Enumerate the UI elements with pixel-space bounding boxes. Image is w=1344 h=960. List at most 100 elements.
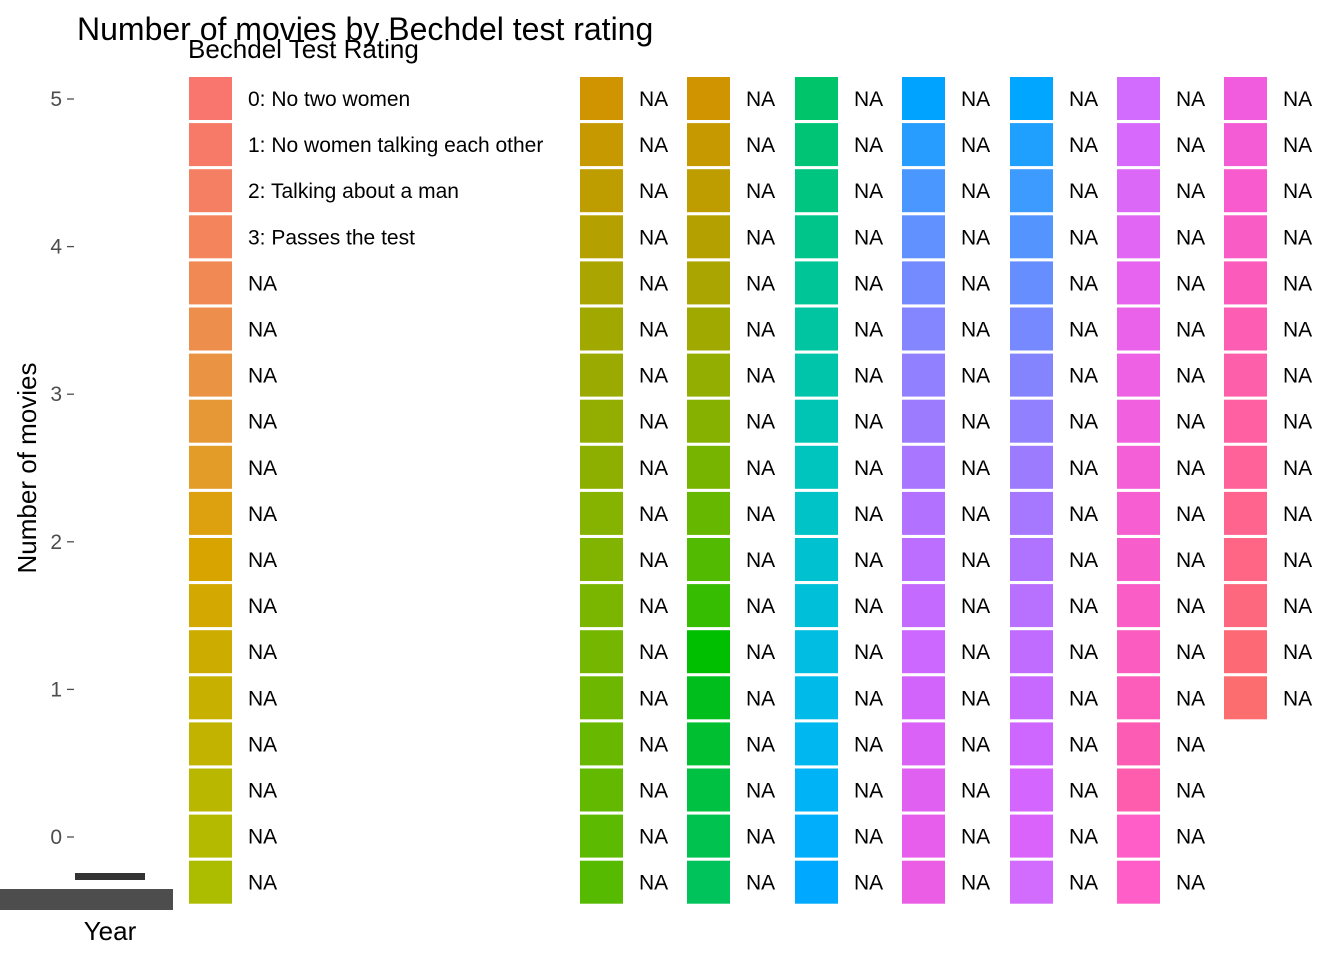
legend-label: NA — [1069, 180, 1098, 203]
legend-label: NA — [1176, 88, 1205, 111]
legend-label: NA — [248, 780, 277, 803]
legend-label: NA — [746, 272, 775, 295]
y-tick-label: 1 — [50, 678, 62, 701]
legend-key — [902, 538, 945, 581]
legend-key — [189, 722, 232, 766]
y-axis-title: Number of movies — [12, 363, 42, 574]
legend-label: NA — [854, 134, 883, 157]
legend-key — [1224, 676, 1267, 720]
legend-label: NA — [1283, 641, 1312, 664]
legend-label: NA — [639, 503, 668, 526]
legend-key — [580, 538, 623, 581]
legend-key — [902, 353, 945, 397]
legend-key — [1010, 491, 1053, 535]
legend-label: NA — [1069, 319, 1098, 342]
legend-key — [1224, 307, 1267, 351]
legend-key — [902, 399, 945, 443]
legend-key — [687, 307, 730, 351]
legend-label: NA — [854, 595, 883, 618]
legend-key — [580, 307, 623, 351]
legend-label: NA — [854, 88, 883, 111]
legend-label: NA — [854, 549, 883, 572]
y-tick-label: 0 — [50, 826, 62, 849]
legend-key — [1224, 630, 1267, 674]
legend-key — [902, 169, 945, 213]
legend-label: NA — [961, 733, 990, 756]
legend-label: NA — [854, 687, 883, 710]
legend-key — [580, 768, 623, 812]
legend-label: NA — [746, 641, 775, 664]
legend-label: NA — [854, 780, 883, 803]
legend-key — [1010, 445, 1053, 489]
legend-label: NA — [746, 549, 775, 572]
legend-label: NA — [1283, 595, 1312, 618]
legend-key — [795, 169, 838, 213]
legend-label: NA — [961, 549, 990, 572]
legend-label: NA — [961, 365, 990, 388]
legend-label: NA — [961, 411, 990, 434]
legend-label: NA — [1069, 272, 1098, 295]
legend-key — [902, 814, 945, 858]
legend-label: NA — [1176, 319, 1205, 342]
legend-label: NA — [248, 457, 277, 480]
legend-label: NA — [961, 503, 990, 526]
legend-label: NA — [746, 826, 775, 849]
legend-key — [902, 491, 945, 535]
legend-label: NA — [639, 134, 668, 157]
legend-label: NA — [639, 88, 668, 111]
legend-label: NA — [1176, 411, 1205, 434]
legend-label: NA — [746, 180, 775, 203]
legend-label: NA — [854, 641, 883, 664]
legend-key — [580, 584, 623, 628]
legend-label: NA — [248, 826, 277, 849]
legend-key — [687, 353, 730, 397]
legend-key — [902, 261, 945, 305]
legend-key — [1117, 814, 1160, 858]
legend-label: NA — [854, 180, 883, 203]
legend-label: NA — [1176, 180, 1205, 203]
legend-key — [1224, 123, 1267, 167]
legend-key — [1224, 445, 1267, 489]
legend-key — [902, 860, 945, 904]
legend-key — [1117, 77, 1160, 120]
legend-label: NA — [1283, 226, 1312, 249]
legend-key — [1010, 814, 1053, 858]
legend-label: NA — [746, 687, 775, 710]
legend-key — [580, 630, 623, 674]
legend-key — [189, 353, 232, 397]
legend-label: NA — [961, 872, 990, 895]
legend-key — [1010, 584, 1053, 628]
legend-key — [1010, 261, 1053, 305]
legend-key — [687, 399, 730, 443]
legend-key — [189, 123, 232, 167]
legend-key — [795, 353, 838, 397]
legend-label: NA — [1069, 687, 1098, 710]
legend-label: NA — [746, 226, 775, 249]
legend-key — [795, 77, 838, 120]
legend-key — [902, 307, 945, 351]
legend-label: NA — [248, 411, 277, 434]
legend-key — [795, 399, 838, 443]
legend-label: NA — [639, 826, 668, 849]
legend-label: NA — [1069, 503, 1098, 526]
y-tick-label: 2 — [50, 531, 62, 554]
legend-key — [580, 169, 623, 213]
legend-label: NA — [1283, 503, 1312, 526]
legend-label: NA — [1283, 549, 1312, 572]
legend-key — [687, 630, 730, 674]
legend-label: 1: No women talking each other — [248, 134, 543, 157]
legend-key — [795, 215, 838, 259]
legend-label: NA — [1176, 872, 1205, 895]
legend-label: NA — [1283, 134, 1312, 157]
legend-key — [189, 860, 232, 904]
legend-key — [687, 215, 730, 259]
legend-key — [1010, 353, 1053, 397]
legend-key — [902, 215, 945, 259]
legend-label: NA — [1176, 687, 1205, 710]
legend-label: NA — [639, 641, 668, 664]
legend-key — [1117, 538, 1160, 581]
legend-label: NA — [854, 226, 883, 249]
legend-key — [189, 77, 232, 120]
legend-key — [1117, 491, 1160, 535]
legend-label: NA — [854, 733, 883, 756]
